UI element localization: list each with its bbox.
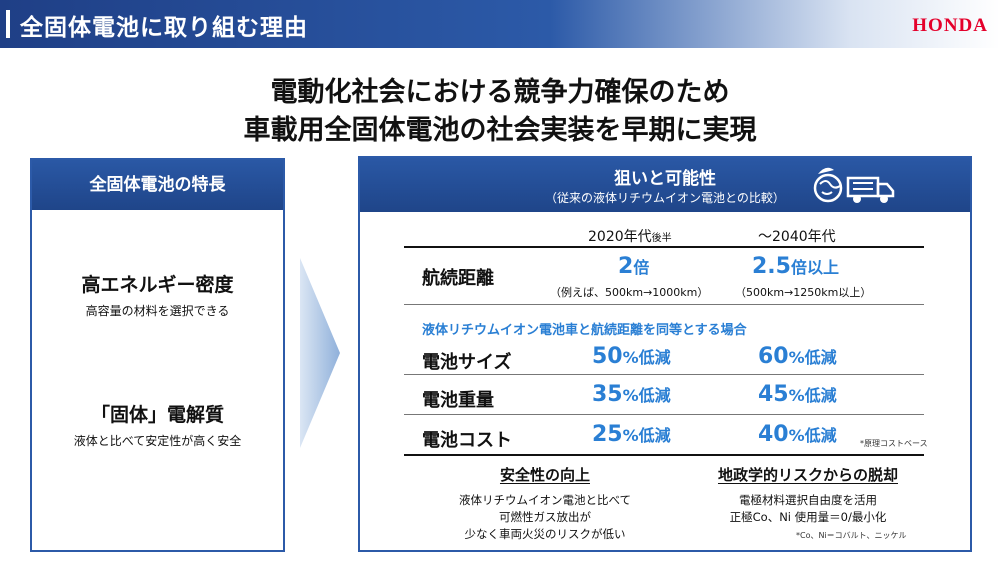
- range-note-2020s: （例えば、500km→1000km）: [550, 286, 709, 299]
- reduction-unit: %低減: [622, 348, 671, 367]
- targets-panel: 狙いと可能性 （従来の液体リチウムイオン電池との比較） 2020年代後半 ～20…: [358, 156, 972, 552]
- range-unit: 倍: [633, 258, 650, 277]
- reduction-number: 40: [758, 422, 789, 447]
- header-bar: 全固体電池に取り組む理由: [0, 0, 1000, 48]
- targets-header: 狙いと可能性 （従来の液体リチウムイオン電池との比較）: [360, 158, 970, 212]
- range-unit: 倍以上: [790, 258, 839, 277]
- targets-heading: 狙いと可能性: [614, 169, 716, 189]
- reduction-unit: %低減: [788, 426, 837, 445]
- reduction-number: 35: [592, 382, 623, 407]
- table-rule: [404, 414, 924, 415]
- range-value-2040s: 2.5倍以上: [752, 254, 839, 279]
- reduction-unit: %低減: [788, 386, 837, 405]
- targets-subheading: （従来の液体リチウムイオン電池との比較）: [545, 191, 785, 205]
- feature-subtitle: 高容量の材料を選択できる: [85, 304, 230, 318]
- safety-line: 液体リチウムイオン電池と比べて: [458, 493, 632, 507]
- range-note-2040s: （500km→1250km以上）: [735, 286, 872, 299]
- feature-subtitle: 液体と比べて安定性が高く安全: [73, 434, 242, 448]
- reduction-value: 35%低減: [592, 382, 671, 407]
- table-rule: [404, 304, 924, 305]
- honda-logo: HONDA: [912, 15, 988, 36]
- reduction-value: 45%低減: [758, 382, 837, 407]
- headline-line-1: 電動化社会における競争力確保のため: [270, 77, 730, 108]
- chevron-right-icon: [300, 258, 340, 448]
- geopolitics-line: 正極Co、Ni 使用量＝0/最小化: [729, 510, 887, 524]
- headline-line-2: 車載用全固体電池の社会実装を早期に実現: [243, 115, 757, 146]
- safety-line: 少なく車両火災のリスクが低い: [464, 527, 626, 541]
- reduction-value: 60%低減: [758, 344, 837, 369]
- comparison-condition: 液体リチウムイオン電池車と航続距離を同等とする場合: [422, 323, 747, 338]
- eco-truck-icon: [813, 167, 895, 203]
- feature-title: 「固体」電解質: [90, 404, 224, 426]
- slide-title: 全固体電池に取り組む理由: [20, 15, 308, 41]
- reduction-number: 60: [758, 344, 789, 369]
- reduction-number: 50: [592, 344, 623, 369]
- safety-line: 可燃性ガス放出が: [499, 510, 591, 524]
- element-footnote: *Co、Ni＝コバルト、ニッケル: [796, 531, 907, 540]
- column-head-main: 2020年代: [588, 229, 652, 245]
- features-panel: 全固体電池の特長 高エネルギー密度 高容量の材料を選択できる 「固体」電解質 液…: [30, 158, 285, 552]
- range-number: 2.5: [752, 254, 791, 279]
- column-head-suffix: 後半: [651, 233, 672, 244]
- row-label-range: 航続距離: [422, 268, 494, 289]
- cost-footnote: *原理コストベース: [860, 439, 928, 448]
- table-rule: [404, 374, 924, 375]
- table-rule: [404, 246, 924, 248]
- reduction-unit: %低減: [622, 386, 671, 405]
- reduction-unit: %低減: [788, 348, 837, 367]
- geopolitics-line: 電極材料選択自由度を活用: [739, 493, 877, 507]
- header-accent: [6, 10, 10, 38]
- row-label: 電池コスト: [422, 430, 512, 451]
- range-value-2020s: 2倍: [618, 254, 649, 279]
- range-number: 2: [618, 254, 634, 279]
- reduction-value: 50%低減: [592, 344, 671, 369]
- reduction-value: 40%低減: [758, 422, 837, 447]
- reduction-unit: %低減: [622, 426, 671, 445]
- column-head-2020s: 2020年代後半: [588, 226, 672, 246]
- features-heading: 全固体電池の特長: [32, 160, 283, 210]
- reduction-number: 45: [758, 382, 789, 407]
- reduction-number: 25: [592, 422, 623, 447]
- feature-title: 高エネルギー密度: [81, 274, 234, 296]
- column-head-2040s: ～2040年代: [758, 229, 836, 245]
- reduction-value: 25%低減: [592, 422, 671, 447]
- row-label: 電池サイズ: [422, 352, 512, 373]
- table-rule: [404, 454, 924, 456]
- row-label: 電池重量: [422, 390, 494, 411]
- geopolitics-title: 地政学的リスクからの脱却: [717, 466, 898, 484]
- safety-title: 安全性の向上: [499, 466, 590, 484]
